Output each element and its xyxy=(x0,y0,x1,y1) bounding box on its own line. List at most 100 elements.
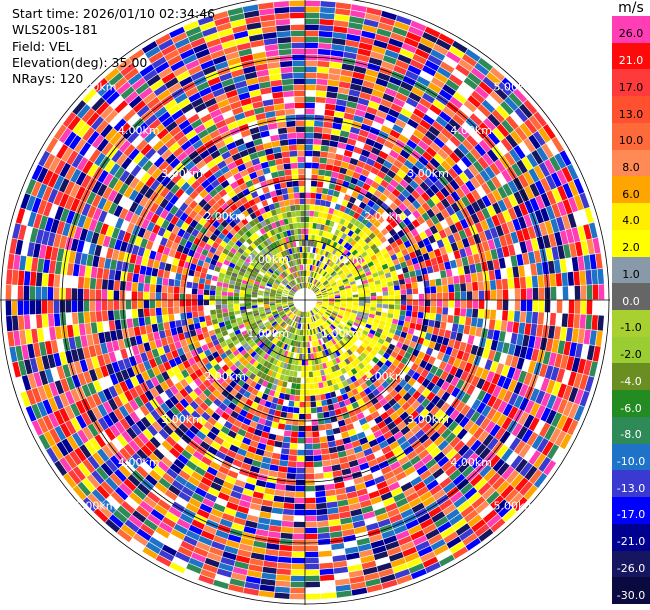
velocity-gate xyxy=(277,288,284,292)
velocity-gate xyxy=(402,217,412,226)
velocity-gate xyxy=(322,337,327,344)
velocity-gate xyxy=(165,511,179,523)
velocity-gate xyxy=(278,252,284,259)
velocity-gate xyxy=(463,168,475,180)
velocity-gate xyxy=(312,322,316,328)
velocity-gate xyxy=(405,231,414,240)
velocity-gate xyxy=(384,360,392,368)
velocity-gate xyxy=(539,363,548,378)
velocity-gate xyxy=(269,73,282,81)
velocity-gate xyxy=(516,357,525,370)
velocity-gate xyxy=(242,417,252,426)
velocity-gate xyxy=(270,306,276,310)
velocity-gate xyxy=(315,273,320,280)
velocity-gate xyxy=(151,268,159,277)
velocity-gate xyxy=(153,84,168,97)
velocity-gate xyxy=(313,272,317,279)
velocity-gate xyxy=(78,264,86,277)
velocity-gate xyxy=(134,180,145,193)
velocity-gate xyxy=(215,407,224,416)
velocity-gate xyxy=(117,250,126,262)
velocity-gate xyxy=(407,64,422,76)
velocity-gate xyxy=(412,129,425,140)
velocity-gate xyxy=(305,96,316,103)
velocity-gate xyxy=(349,314,356,319)
velocity-gate xyxy=(295,108,305,115)
velocity-gate xyxy=(251,158,261,166)
velocity-gate xyxy=(325,164,334,171)
velocity-gate xyxy=(511,163,523,177)
velocity-gate xyxy=(409,270,416,278)
velocity-gate xyxy=(154,356,163,366)
velocity-gate xyxy=(188,524,203,536)
velocity-gate xyxy=(279,361,285,368)
velocity-gate xyxy=(276,340,281,347)
velocity-gate xyxy=(240,196,248,205)
velocity-gate xyxy=(198,217,207,226)
velocity-gate xyxy=(252,360,260,368)
velocity-gate xyxy=(321,139,330,146)
velocity-gate xyxy=(362,196,370,205)
velocity-gate xyxy=(161,292,168,300)
velocity-gate xyxy=(81,412,92,426)
velocity-gate xyxy=(277,260,283,266)
velocity-gate xyxy=(56,248,65,262)
velocity-gate xyxy=(266,324,273,330)
velocity-gate xyxy=(305,533,318,540)
velocity-gate xyxy=(82,346,91,359)
velocity-gate xyxy=(345,169,354,177)
velocity-gate xyxy=(260,315,267,320)
velocity-gate xyxy=(340,291,346,295)
velocity-gate xyxy=(245,324,252,330)
velocity-gate xyxy=(365,138,376,147)
velocity-gate xyxy=(293,247,298,253)
velocity-gate xyxy=(424,228,433,238)
velocity-gate xyxy=(322,295,329,298)
velocity-gate xyxy=(274,489,285,497)
velocity-gate xyxy=(426,479,439,491)
velocity-gate xyxy=(146,164,158,176)
velocity-gate xyxy=(299,347,303,354)
velocity-gate xyxy=(328,385,335,393)
velocity-gate xyxy=(113,300,120,310)
velocity-gate xyxy=(247,146,257,155)
velocity-gate xyxy=(166,336,174,345)
velocity-gate xyxy=(272,345,278,352)
velocity-gate xyxy=(233,300,240,304)
velocity-gate xyxy=(301,317,304,324)
velocity-gate xyxy=(216,224,225,232)
velocity-gate xyxy=(94,344,103,356)
velocity-gate xyxy=(240,244,247,251)
velocity-gate xyxy=(340,305,346,309)
velocity-gate xyxy=(522,252,530,265)
velocity-gate xyxy=(451,387,461,398)
velocity-gate xyxy=(152,123,165,135)
velocity-gate xyxy=(281,188,288,195)
velocity-gate xyxy=(337,348,344,355)
velocity-gate xyxy=(214,266,221,273)
velocity-gate xyxy=(114,421,126,434)
velocity-gate xyxy=(264,148,274,156)
velocity-gate xyxy=(128,148,140,161)
velocity-gate xyxy=(403,415,413,426)
velocity-gate xyxy=(296,216,301,223)
velocity-gate xyxy=(98,332,106,344)
velocity-gate xyxy=(241,462,252,471)
velocity-gate xyxy=(481,328,489,339)
velocity-gate xyxy=(331,283,338,288)
velocity-gate xyxy=(230,258,238,265)
velocity-gate xyxy=(162,246,171,256)
velocity-gate xyxy=(421,423,432,434)
velocity-gate xyxy=(218,360,226,368)
velocity-gate xyxy=(336,493,348,501)
velocity-gate xyxy=(392,144,403,154)
velocity-gate xyxy=(213,398,222,407)
velocity-gate xyxy=(324,336,329,343)
velocity-gate xyxy=(381,263,389,270)
velocity-gate xyxy=(337,281,343,286)
velocity-gate xyxy=(71,276,79,289)
velocity-gate xyxy=(400,81,414,92)
velocity-gate xyxy=(287,296,294,299)
velocity-gate xyxy=(487,472,501,486)
velocity-gate xyxy=(325,321,330,327)
